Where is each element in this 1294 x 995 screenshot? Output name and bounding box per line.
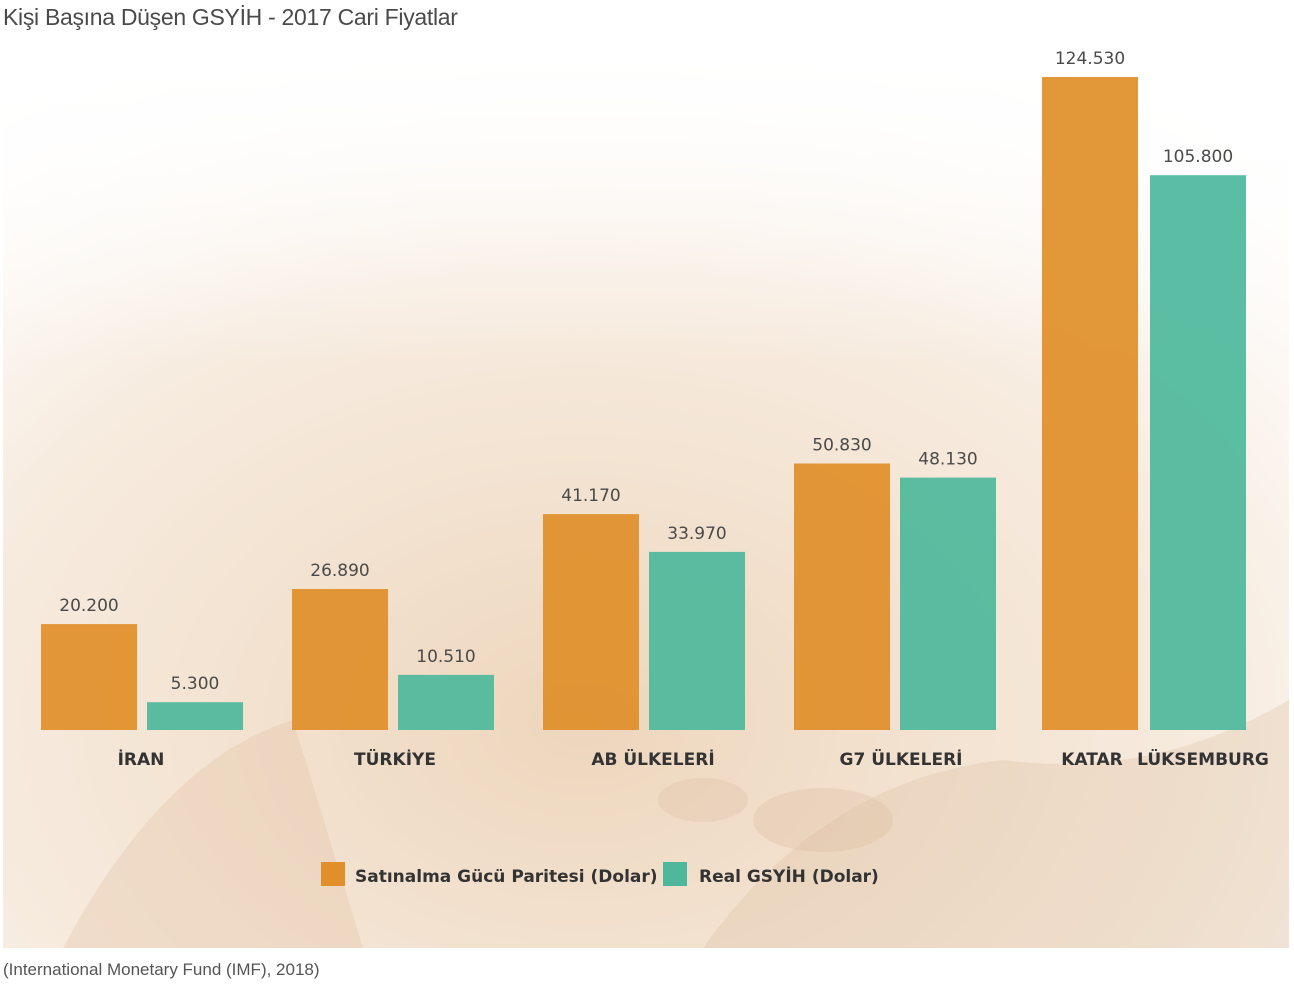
value-label-real-2: 33.970 (667, 524, 726, 544)
category-label-4: KATAR (1061, 750, 1123, 770)
source-note: (International Monetary Fund (IMF), 2018… (3, 960, 320, 979)
bar-real-5 (1150, 175, 1246, 730)
chart-plot-area: 20.200 26.890 41.170 50.830 124.530 5.300 10.5… (3, 0, 1289, 990)
value-label-real-5: 105.800 (1163, 147, 1233, 167)
chart-title: Kişi Başına Düşen GSYİH - 2017 Cari Fiya… (3, 4, 458, 30)
legend-label-0: Satınalma Gücü Paritesi (Dolar) (355, 867, 658, 887)
category-label-5: LÜKSEMBURG (1137, 748, 1269, 770)
category-label-0: İRAN (118, 748, 165, 770)
bar-ppp-2 (543, 514, 639, 730)
bar-chart: 20.200 26.890 41.170 50.830 124.530 5.300 10.5… (3, 49, 1289, 948)
category-label-3: G7 ÜLKELERİ (840, 748, 963, 770)
legend-label-1: Real GSYİH (Dolar) (699, 865, 879, 887)
bar-ppp-4 (1042, 77, 1138, 730)
bar-real-0 (147, 702, 243, 730)
value-label-ppp-1: 26.890 (310, 561, 369, 581)
value-label-ppp-4: 124.530 (1055, 49, 1125, 69)
legend-swatch-1 (663, 862, 687, 886)
bar-real-2 (649, 551, 745, 730)
bar-real-1 (398, 674, 494, 730)
legend-swatch-0 (321, 862, 345, 886)
value-label-real-0: 5.300 (171, 674, 220, 694)
value-label-ppp-3: 50.830 (812, 436, 871, 456)
category-label-2: AB ÜLKELERİ (591, 748, 714, 770)
value-label-ppp-2: 41.170 (561, 486, 620, 506)
bar-ppp-1 (292, 589, 388, 730)
value-label-real-3: 48.130 (918, 450, 977, 470)
bar-real-3 (900, 477, 996, 730)
bar-ppp-0 (41, 624, 137, 730)
value-label-ppp-0: 20.200 (59, 596, 118, 616)
category-label-1: TÜRKİYE (354, 748, 436, 770)
value-label-real-1: 10.510 (416, 647, 475, 667)
bar-ppp-3 (794, 463, 890, 730)
